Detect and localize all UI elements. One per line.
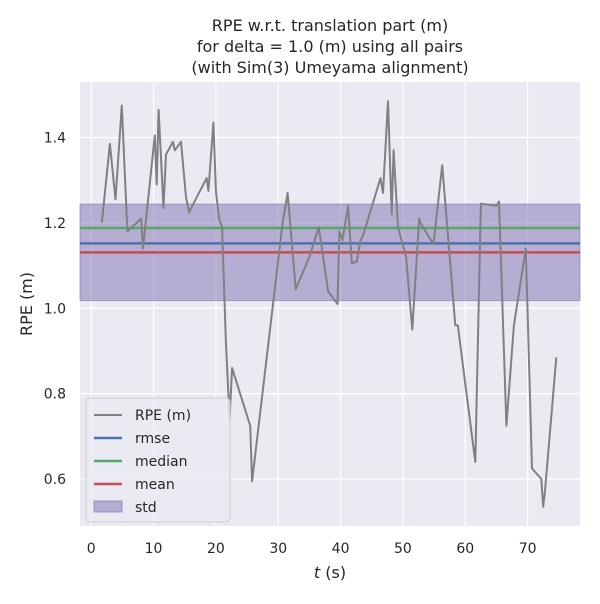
y-axis-label: RPE (m) <box>17 272 36 336</box>
y-tick-label: 1.0 <box>44 301 66 317</box>
rpe-series-layer <box>100 100 558 508</box>
legend-label-std: std <box>135 500 157 516</box>
chart-title-line-3: (with Sim(3) Umeyama alignment) <box>191 58 468 77</box>
legend: RPE (m) rmse median mean std <box>85 397 231 523</box>
x-tick-label: 50 <box>394 541 412 557</box>
legend-label-rmse: rmse <box>135 431 170 447</box>
chart-title-line-1: RPE w.r.t. translation part (m) <box>212 16 448 35</box>
legend-label-mean: mean <box>135 477 175 493</box>
y-tick-label: 1.2 <box>44 216 66 232</box>
statistic-lines <box>80 226 580 254</box>
legend-swatch-std <box>93 500 123 513</box>
x-tick-label: 20 <box>207 541 225 557</box>
x-tick-label: 10 <box>145 541 163 557</box>
legend-box <box>85 397 231 523</box>
legend-label-median: median <box>135 454 187 470</box>
rpe-series-line <box>100 100 558 508</box>
y-tick-label: 0.6 <box>44 472 66 488</box>
x-tick-label: 30 <box>269 541 287 557</box>
x-tick-label: 40 <box>332 541 350 557</box>
legend-label-rpe: RPE (m) <box>135 408 191 424</box>
x-tick-label: 70 <box>519 541 537 557</box>
x-tick-label: 60 <box>456 541 474 557</box>
y-tick-label: 1.4 <box>44 131 66 147</box>
y-tick-label: 0.8 <box>44 387 66 403</box>
tick-labels: 0 10 20 30 40 50 60 70 0.6 0.8 1.0 1.2 1.4 <box>44 131 537 558</box>
chart-title-line-2: for delta = 1.0 (m) using all pairs <box>197 37 463 56</box>
x-tick-label: 0 <box>87 541 96 557</box>
x-axis-label: t (s) <box>314 563 346 582</box>
